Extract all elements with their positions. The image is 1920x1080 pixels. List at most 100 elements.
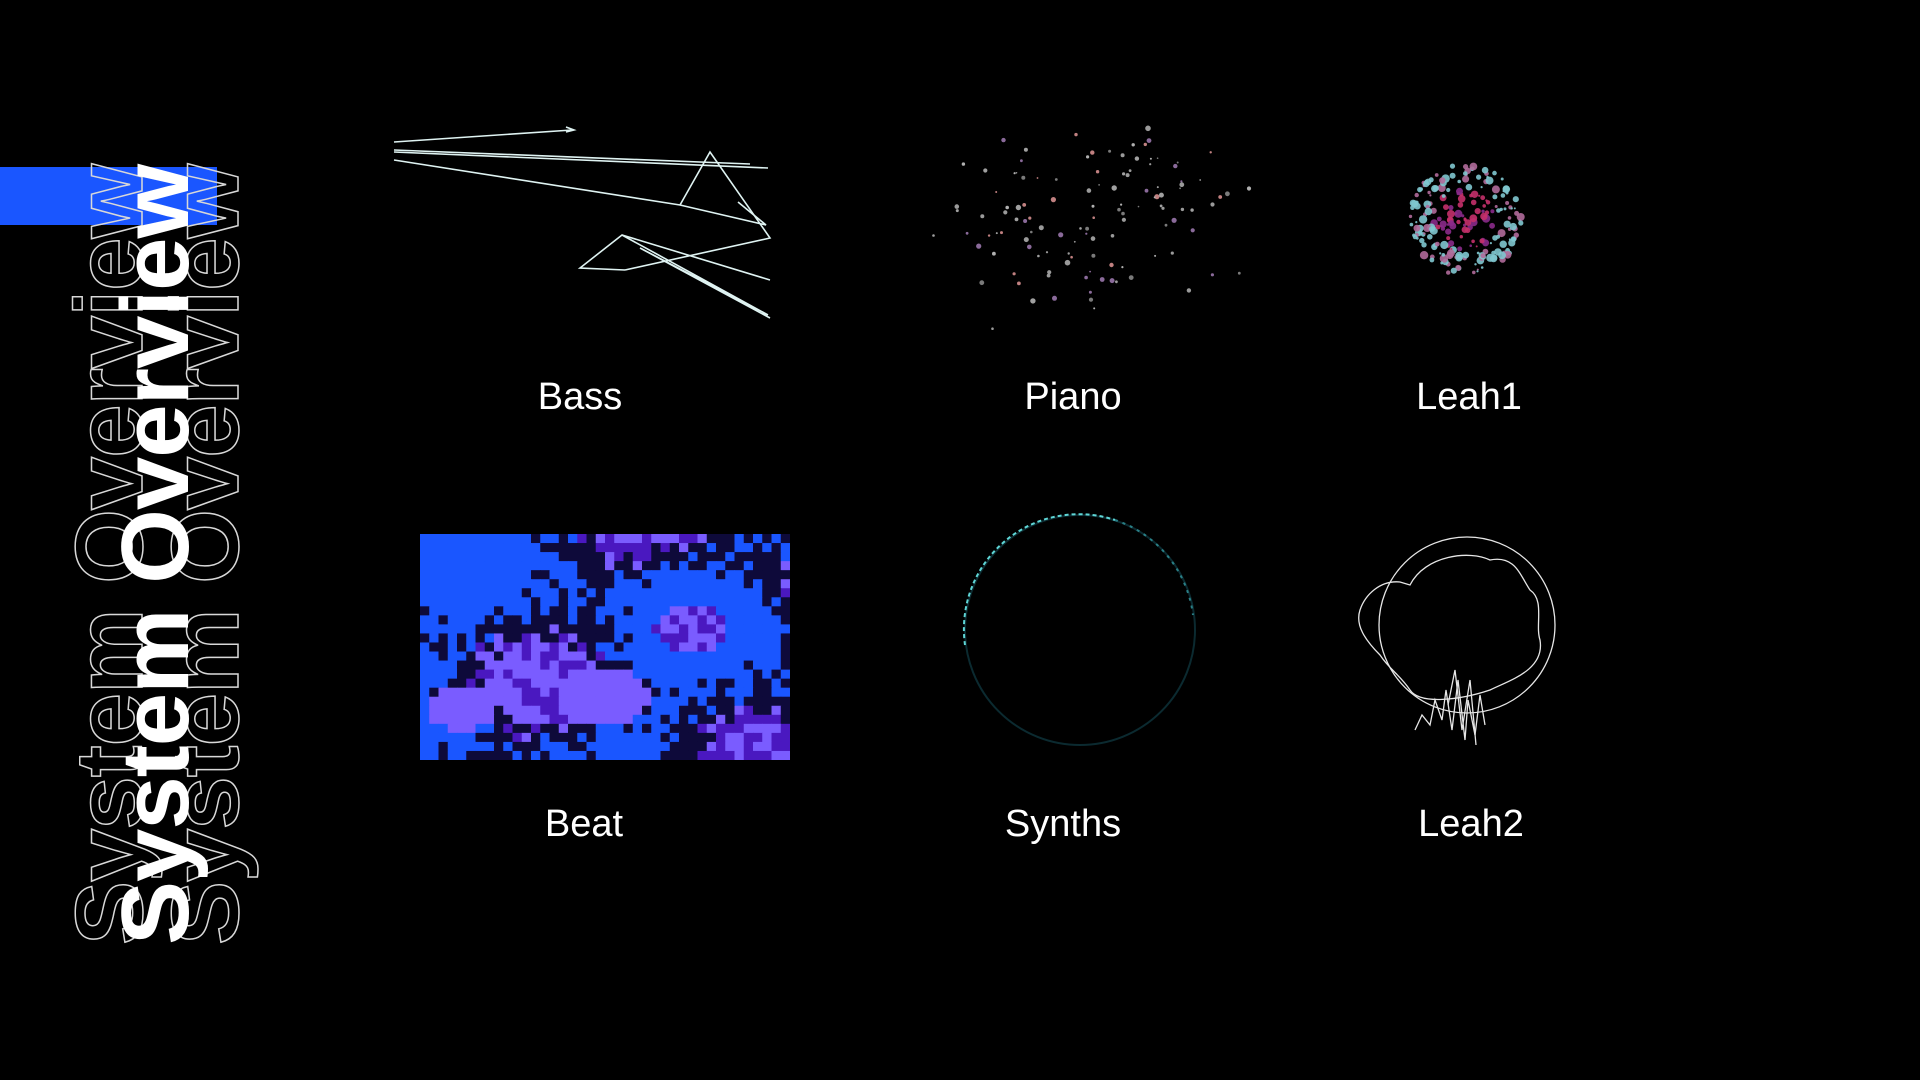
beat-cell <box>771 660 782 671</box>
beat-cell <box>771 696 782 707</box>
beat-cell <box>540 543 550 553</box>
leah1-dot <box>1500 193 1506 198</box>
beat-cell <box>429 750 439 760</box>
leah1-dot <box>1456 191 1461 196</box>
beat-cell <box>577 561 587 571</box>
leah2-visualization[interactable] <box>1350 530 1570 750</box>
beat-cell <box>771 678 782 689</box>
beat-cell <box>651 642 661 653</box>
beat-cell <box>725 732 735 743</box>
beat-cell <box>466 588 476 598</box>
beat-cell <box>688 741 698 752</box>
beat-cell <box>716 588 726 598</box>
beat-cell <box>540 570 550 580</box>
beat-cell <box>540 678 550 689</box>
leah1-dot <box>1499 240 1507 248</box>
beat-cell <box>669 660 680 671</box>
beat-cell <box>466 651 476 662</box>
beat-cell <box>614 552 624 562</box>
beat-cell <box>623 543 634 553</box>
beat-cell <box>660 660 671 671</box>
leah1-visualization[interactable] <box>1400 155 1530 285</box>
piano-dot <box>1176 161 1179 164</box>
beat-cell <box>577 714 587 725</box>
piano-visualization[interactable] <box>920 100 1280 340</box>
beat-cell <box>725 606 735 616</box>
beat-cell <box>734 741 745 752</box>
beat-cell <box>503 741 513 752</box>
beat-cell <box>780 561 790 571</box>
beat-cell <box>660 606 671 616</box>
beat-cell <box>540 705 550 716</box>
beat-cell <box>512 561 523 571</box>
beat-cell <box>669 705 680 716</box>
beat-cell <box>568 588 578 598</box>
beat-cell <box>734 723 745 734</box>
beat-cell <box>762 588 772 598</box>
beat-cell <box>660 633 671 643</box>
beat-cell <box>688 534 698 544</box>
beat-cell <box>475 750 486 760</box>
piano-dot <box>955 209 959 213</box>
beat-cell <box>632 633 643 643</box>
beat-cell <box>651 579 661 589</box>
piano-dot <box>1086 155 1090 159</box>
beat-cell <box>614 714 624 725</box>
beat-cell <box>466 741 476 752</box>
beat-cell <box>753 579 763 589</box>
beat-cell <box>651 561 661 571</box>
beat-cell <box>595 732 606 743</box>
piano-dot <box>1121 266 1124 269</box>
leah1-dot <box>1463 217 1467 221</box>
beat-cell <box>688 696 698 707</box>
beat-cell <box>494 642 504 653</box>
beat-cell <box>438 669 449 680</box>
beat-cell <box>771 552 782 562</box>
synths-visualization[interactable] <box>955 505 1205 755</box>
beat-cell <box>660 570 671 580</box>
beat-cell <box>540 552 550 562</box>
beat-cell <box>762 642 772 653</box>
beat-cell <box>706 696 717 707</box>
beat-cell <box>771 606 782 616</box>
beat-cell <box>679 741 689 752</box>
beat-cell <box>429 732 439 743</box>
leah1-dot <box>1449 163 1456 169</box>
beat-cell <box>577 624 587 634</box>
beat-cell <box>706 669 717 680</box>
leah1-dot <box>1481 166 1489 174</box>
beat-cell <box>540 669 550 680</box>
beat-cell <box>549 606 560 616</box>
beat-cell <box>780 651 790 662</box>
beat-cell <box>531 597 541 607</box>
beat-cell <box>420 660 430 671</box>
leah1-dot <box>1429 194 1432 197</box>
beat-cell <box>706 615 717 625</box>
beat-cell <box>753 561 763 571</box>
page-title: System Overview <box>102 164 209 945</box>
beat-cell <box>706 552 717 562</box>
leah1-dot <box>1461 226 1469 233</box>
beat-cell <box>457 651 467 662</box>
beat-cell <box>642 633 652 643</box>
bass-visualization[interactable] <box>390 120 780 330</box>
beat-cell <box>605 534 615 544</box>
beat-cell <box>623 732 634 743</box>
piano-dot <box>1074 132 1078 137</box>
beat-cell <box>568 543 578 553</box>
beat-cell <box>716 732 726 743</box>
beat-cell <box>503 678 513 689</box>
beat-cell <box>697 660 708 671</box>
beat-visualization[interactable] <box>420 534 790 760</box>
beat-cell <box>586 750 597 760</box>
beat-cell <box>753 696 763 707</box>
beat-cell <box>494 543 504 553</box>
beat-cell <box>716 561 726 571</box>
beat-cell <box>743 687 754 698</box>
beat-cell <box>540 714 550 725</box>
leah1-dot <box>1440 240 1449 250</box>
beat-cell <box>660 579 671 589</box>
piano-dot <box>979 280 985 286</box>
beat-cell <box>457 723 467 734</box>
beat-cell <box>475 660 486 671</box>
